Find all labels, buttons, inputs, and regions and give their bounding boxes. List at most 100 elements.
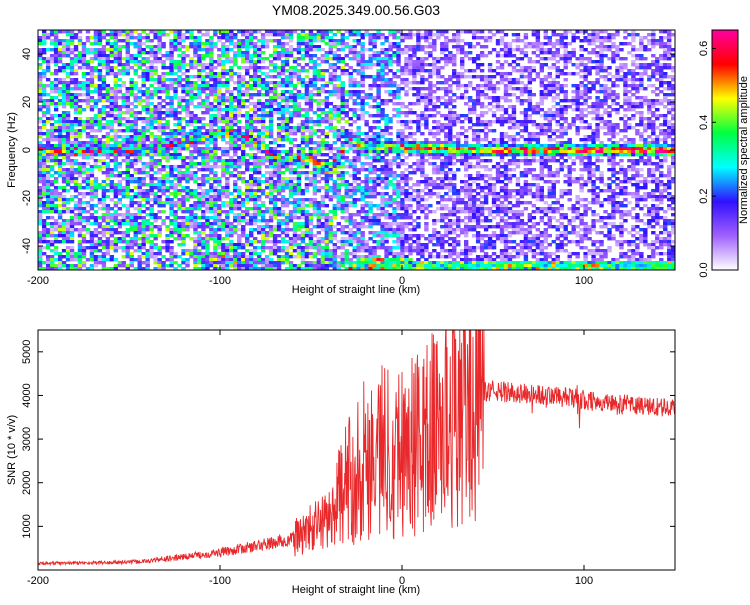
spectrogram-cell (296, 156, 302, 160)
spectrogram-cell (245, 267, 250, 271)
spectrogram-cell (69, 57, 75, 61)
spectrogram-cell (304, 120, 310, 124)
spectrogram-cell (364, 123, 369, 127)
spectrogram-cell (77, 198, 83, 202)
spectrogram-cell (121, 135, 126, 139)
spectrogram-cell (209, 189, 214, 193)
spectrogram-cell (217, 60, 222, 64)
spectrogram-cell (121, 69, 126, 73)
spectrogram-cell (85, 39, 91, 43)
spectrogram-cell (57, 39, 63, 43)
spectrogram-cell (221, 96, 226, 100)
spectrogram-cell (304, 81, 310, 85)
spectrogram-cell (252, 147, 258, 151)
spectrogram-cell (137, 153, 142, 157)
spectrogram-cell (101, 264, 107, 268)
spectrogram-cell (121, 240, 126, 244)
spectrogram-cell (49, 132, 55, 136)
spectrogram-cell (77, 54, 83, 58)
spectrogram-cell (272, 45, 278, 49)
spectrogram-cell (340, 237, 345, 241)
spectrogram-cell (213, 60, 218, 64)
spectrogram-cell (304, 69, 310, 73)
spectrogram-cell (324, 153, 330, 157)
spectrogram-cell (45, 171, 51, 175)
spectrogram-cell (217, 84, 222, 88)
spectrogram-cell (69, 105, 75, 109)
spectrogram-cell (205, 135, 210, 139)
spectrogram-cell (149, 204, 154, 208)
spectrogram-cell (197, 75, 202, 79)
spectrogram-cell (189, 156, 194, 160)
spectrogram-cell (193, 213, 198, 217)
spectrogram-cell (316, 153, 322, 157)
spectrogram-cell (145, 228, 150, 232)
spectrogram-cell (221, 54, 226, 58)
spectrogram-cell (97, 60, 103, 64)
spectrogram-cell (324, 120, 330, 124)
spectrogram-cell (165, 228, 170, 232)
spectrogram-cell (61, 63, 67, 67)
spectrogram-cell (209, 75, 214, 79)
spectrogram-cell (245, 42, 250, 46)
spectrogram-cell (260, 237, 266, 241)
spectrogram-cell (213, 261, 218, 265)
spectrogram-cell (93, 255, 99, 259)
spectrogram-cell (129, 30, 134, 34)
spectrogram-cell (173, 138, 178, 142)
spectrogram-cell (368, 114, 373, 118)
spectrogram-cell (245, 93, 250, 97)
spectrogram-cell (272, 63, 278, 67)
spectrogram-cell (121, 204, 126, 208)
spectrogram-cell (304, 96, 310, 100)
spectrogram-cell (368, 54, 373, 58)
spectrogram-cell (360, 153, 365, 157)
spectrogram-cell (193, 84, 198, 88)
spectrogram-cell (73, 48, 79, 52)
spectrogram-cell (233, 60, 238, 64)
spectrogram-cell (225, 78, 230, 82)
spectrogram-cell (376, 174, 381, 178)
spectrogram-cell (352, 138, 357, 142)
spectrogram-cell (308, 117, 314, 121)
spectrogram-cell (221, 48, 226, 52)
spectrogram-cell (304, 162, 310, 166)
spectrogram-cell (65, 189, 71, 193)
spectrogram-cell (137, 225, 142, 229)
spectrogram-cell (372, 267, 377, 271)
spectrogram-cell (201, 177, 206, 181)
spectrogram-cell (201, 81, 206, 85)
spectrogram-cell (328, 102, 334, 106)
spectrogram-cell (205, 30, 210, 34)
spectrogram-cell (205, 102, 210, 106)
spectrogram-cell (356, 144, 361, 148)
spectrogram-cell (376, 72, 381, 76)
spectrogram-cell (129, 120, 134, 124)
spectrogram-cell (324, 114, 330, 118)
spectrogram-cell (125, 249, 130, 253)
spectrogram-cell (249, 108, 254, 112)
spectrogram-cell (209, 78, 214, 82)
spectrogram-cell (157, 51, 162, 55)
spectrogram-cell (85, 192, 91, 196)
spectrogram-cell (145, 96, 150, 100)
spectrogram-cell (372, 156, 377, 160)
spectrogram-cell (356, 267, 361, 271)
spectrogram-cell (189, 111, 194, 115)
spectrogram-cell (73, 93, 79, 97)
spectrogram-cell (268, 189, 274, 193)
spectrogram-cell (121, 93, 126, 97)
spectrogram-cell (260, 39, 266, 43)
spectrogram-cell (137, 156, 142, 160)
spectrogram-cell (368, 189, 373, 193)
spectrogram-cell (69, 66, 75, 70)
spectrogram-cell (324, 30, 330, 34)
spectrogram-cell (237, 45, 242, 49)
spectrogram-cell (340, 147, 345, 151)
spectrogram-cell (213, 258, 218, 262)
spectrogram-cell (117, 264, 123, 268)
spectrogram-cell (280, 36, 286, 40)
spectrogram-cell (352, 45, 357, 49)
spectrogram-cell (65, 231, 71, 235)
spectrogram-cell (245, 72, 250, 76)
